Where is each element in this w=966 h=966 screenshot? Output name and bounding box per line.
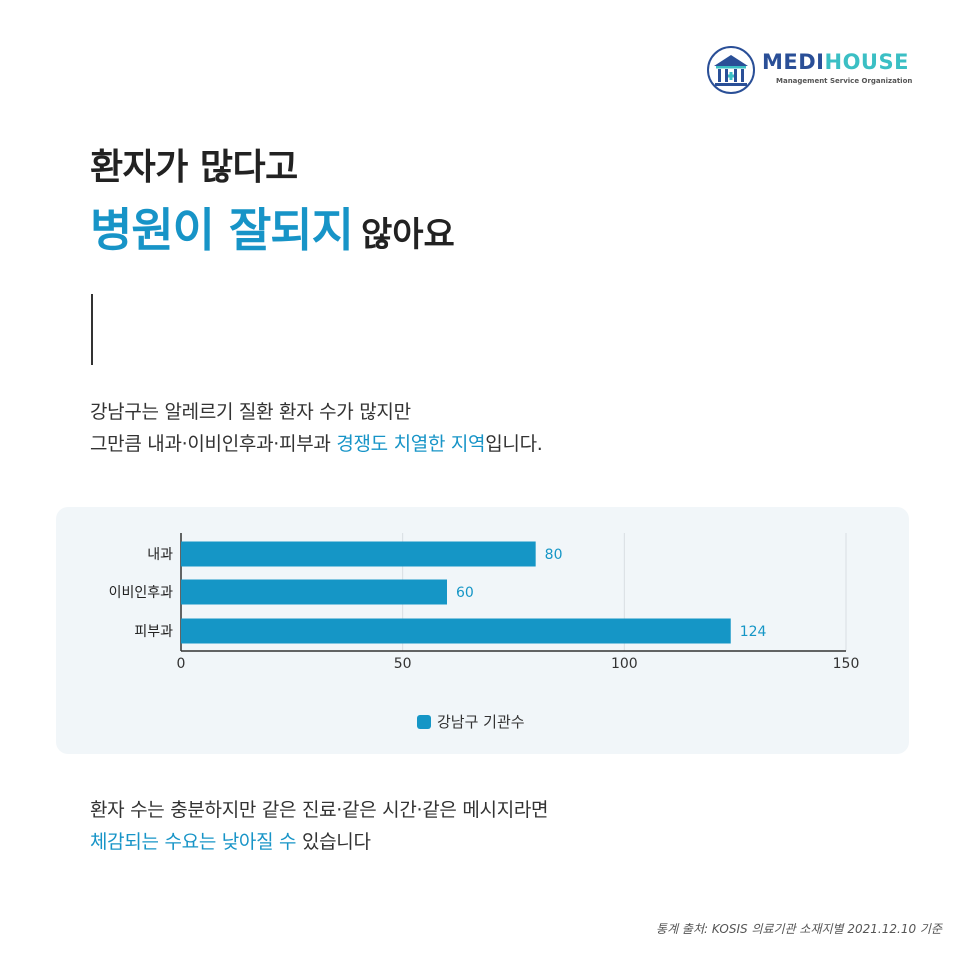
intro-highlight: 경쟁도 치열한 지역: [336, 433, 486, 455]
building-icon: [707, 46, 755, 94]
outro-highlight: 체감되는 수요는 낮아질 수: [90, 831, 297, 853]
brand-name: MEDIHOUSE: [762, 50, 909, 74]
brand-logo: MEDIHOUSE Management Service Organizatio…: [704, 46, 914, 94]
outro-paragraph: 환자 수는 충분하지만 같은 진료·같은 시간·같은 메시지라면 체감되는 수요…: [90, 794, 549, 858]
intro-line1: 강남구는 알레르기 질환 환자 수가 많지만: [90, 401, 411, 423]
legend-swatch: [417, 714, 431, 729]
chart-legend: 강남구 기관수: [417, 711, 525, 732]
outro-line1: 환자 수는 충분하지만 같은 진료·같은 시간·같은 메시지라면: [90, 799, 549, 821]
outro-line2: 체감되는 수요는 낮아질 수 있습니다: [90, 831, 371, 853]
brand-tagline: Management Service Organization: [776, 77, 913, 85]
headline-line2: 병원이 잘되지 않아요: [90, 194, 455, 260]
legend-label: 강남구 기관수: [437, 713, 525, 731]
source-note: 통계 출처: KOSIS 의료기관 소재지별 2021.12.10 기준: [656, 922, 942, 936]
headline-rest: 않아요: [360, 215, 455, 255]
headline-line1: 환자가 많다고: [90, 147, 298, 188]
divider-line: [91, 294, 93, 365]
headline-accent: 병원이 잘되지: [90, 203, 354, 257]
intro-line2: 그만큼 내과·이비인후과·피부과 경쟁도 치열한 지역입니다.: [90, 433, 543, 455]
intro-paragraph: 강남구는 알레르기 질환 환자 수가 많지만 그만큼 내과·이비인후과·피부과 …: [90, 396, 543, 460]
